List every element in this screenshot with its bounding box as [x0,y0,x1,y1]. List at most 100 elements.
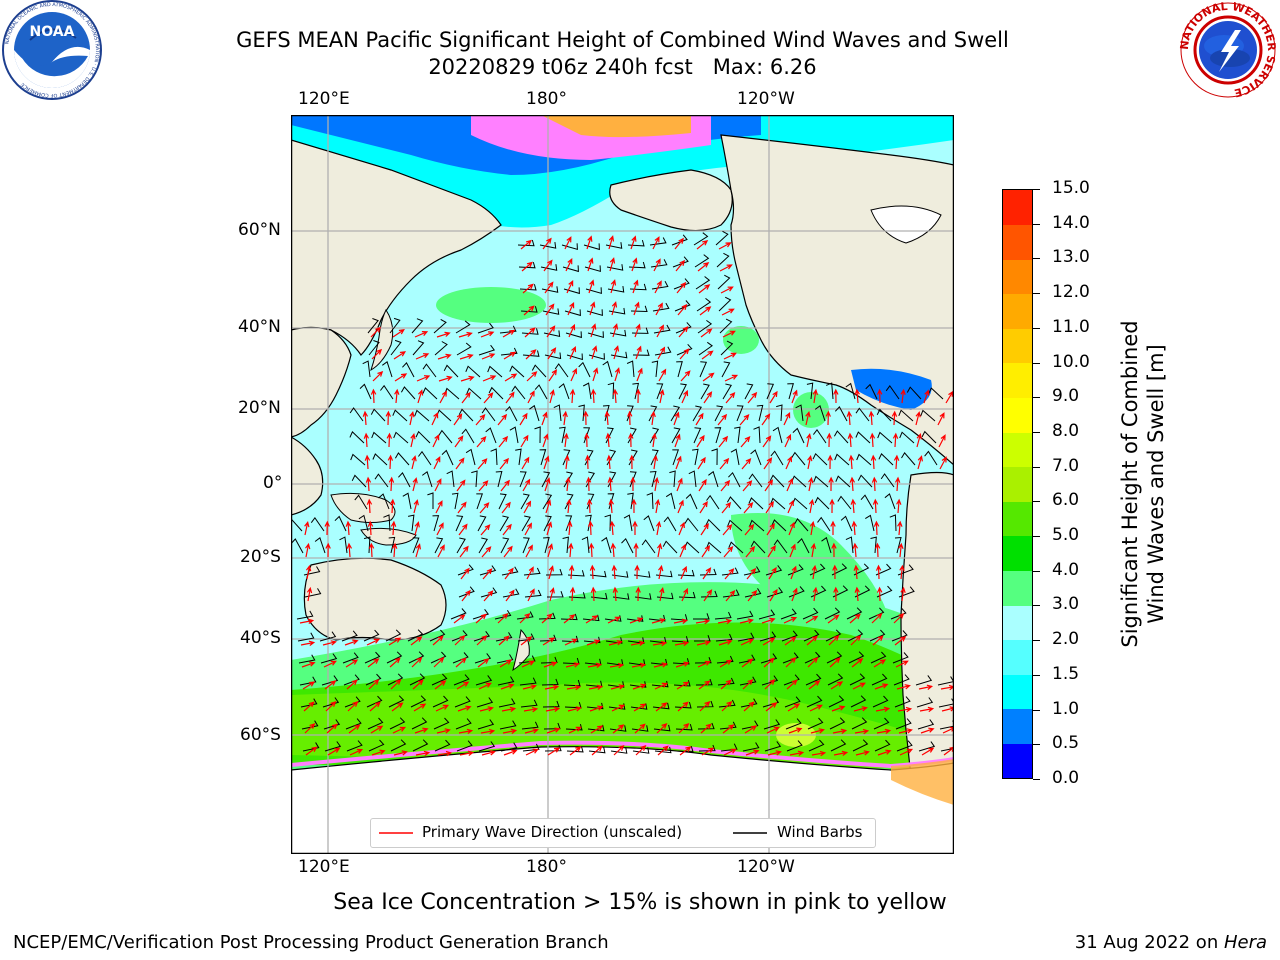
wind-barb [743,566,761,576]
wind-barb [878,453,894,466]
wind-barb [802,607,819,620]
wave-direction-arrow [650,410,656,426]
wind-barb [402,492,412,510]
wave-direction-arrow [808,680,821,690]
wave-direction-arrow [479,706,494,712]
wave-direction-arrow [825,410,831,426]
wind-barb [714,611,732,620]
wind-barb [921,430,937,444]
colorbar-segment [1003,259,1032,295]
wave-direction-arrow [941,706,954,712]
wave-direction-arrow [696,239,709,250]
wave-direction-arrow [524,327,536,338]
wave-direction-arrow [589,564,596,580]
wave-direction-arrow [678,521,685,536]
colorbar-tick-label: 15.0 [1052,178,1090,198]
wave-direction-arrow [765,702,778,712]
wind-barb [583,427,591,444]
wave-direction-arrow [304,520,310,536]
wind-barb [697,722,715,730]
wave-direction-arrow [325,542,331,558]
wave-direction-arrow [588,684,604,690]
wave-direction-arrow [522,283,534,294]
wave-direction-arrow [482,568,493,580]
wind-barb [744,588,762,598]
wave-direction-arrow [830,520,836,535]
wind-barb [607,493,615,510]
wind-barb [605,637,623,644]
wind-barb [542,700,560,708]
wind-barb [847,629,864,642]
wind-barb [726,496,742,510]
wind-barb [479,565,497,576]
wind-barb [476,697,494,708]
wind-barb [385,629,402,642]
wind-barb [509,365,525,378]
wind-barb [736,405,744,422]
wave-direction-arrow [502,728,518,734]
wave-direction-arrow [503,749,518,756]
wind-barb [544,744,562,752]
wave-direction-arrow [439,390,447,404]
wave-direction-arrow [497,613,509,624]
lat-tick-60n: 60°N [238,220,281,240]
wave-direction-arrow [918,684,934,690]
wave-direction-arrow [898,542,904,558]
wave-direction-arrow [789,750,805,756]
wind-barb [718,296,732,312]
wave-direction-arrow [385,410,391,426]
wind-barb [583,636,601,644]
wind-barb [609,725,627,732]
wave-direction-arrow [850,635,862,646]
wind-barb [780,608,797,620]
wind-barb [517,633,535,642]
wave-direction-arrow [521,660,535,668]
wind-barb [339,536,348,554]
wind-barb [874,739,891,752]
wave-height-map [291,115,954,854]
wave-direction-arrow [479,502,490,514]
wind-barb [884,493,896,510]
wind-barb [806,695,823,708]
wave-direction-arrow [657,745,669,756]
wave-direction-arrow [675,455,682,470]
colorbar-tick-label: 0.5 [1052,733,1080,754]
wind-barb [498,493,507,510]
wave-direction-arrow [587,257,594,272]
wind-barb [490,448,498,466]
wind-barb [366,695,383,708]
wave-direction-arrow [478,682,492,690]
wind-barb [511,385,526,400]
wave-direction-arrow [652,640,668,647]
wave-direction-arrow [587,662,603,668]
wind-barb [520,493,530,510]
wind-barb [407,629,424,642]
wind-barb [564,493,574,510]
wave-direction-arrow [302,681,316,690]
wave-direction-arrow [371,749,386,756]
wind-barb [495,632,513,642]
ne-pacific-swell [723,326,759,354]
wind-barb [831,563,848,576]
wave-direction-arrow [635,388,641,404]
wind-barb [649,470,657,488]
wave-direction-arrow [456,681,470,690]
lon-tick-bottom-120w: 120°W [737,857,795,877]
wave-direction-arrow [549,587,555,602]
wave-direction-arrow [586,498,593,514]
wind-barb [828,695,845,708]
wave-direction-arrow [701,545,711,558]
wind-barb [674,701,692,709]
wind-barb [898,586,915,598]
wave-direction-arrow [324,680,337,690]
wave-direction-arrow [591,745,603,756]
wind-barb [764,741,782,752]
wind-barb [367,717,384,730]
wind-barb [380,384,394,400]
wave-direction-arrow [543,455,550,470]
wave-direction-arrow [545,706,561,712]
wind-barb [522,350,540,357]
wave-direction-arrow [569,586,576,602]
wave-direction-arrow [725,590,736,602]
wave-direction-arrow [526,566,534,580]
